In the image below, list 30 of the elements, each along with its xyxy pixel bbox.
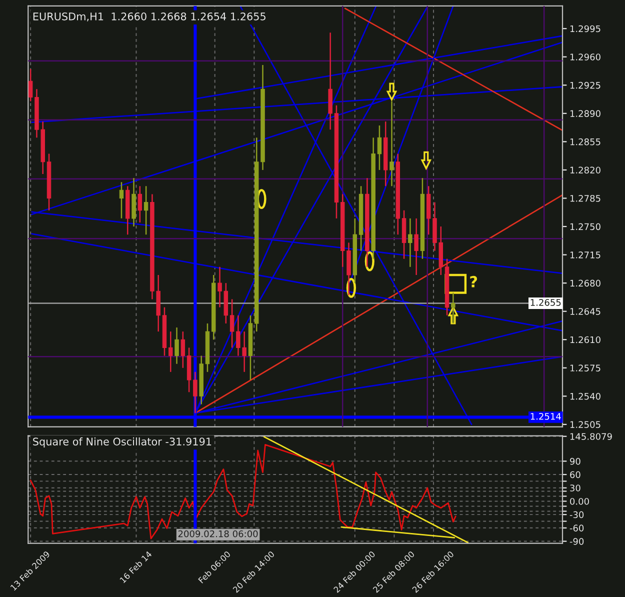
y-tick-label: 1.2575 — [570, 364, 600, 372]
y-tick-label: 1.2925 — [570, 82, 600, 89]
y-tick-label: -60 — [570, 524, 584, 532]
y-tick-label: 1.2645 — [570, 308, 600, 315]
y-tick-label: 90 — [570, 458, 580, 465]
y-tick-label: 1.2680 — [570, 280, 600, 287]
y-tick-label: 1.2505 — [570, 421, 600, 428]
y-tick-label: 1.2960 — [570, 54, 600, 60]
y-tick-label: 1.2995 — [570, 25, 600, 32]
chart-title: Square of Nine Oscillator -31.9191 — [33, 437, 212, 448]
y-tick-label: -30 — [570, 511, 584, 518]
y-tick-label: 1.2540 — [570, 392, 600, 400]
y-tick-label: 145.8079 — [570, 433, 612, 440]
y-tick-label: 60 — [570, 471, 580, 478]
y-tick-label: 1.2890 — [570, 110, 600, 117]
annotation: 2009.02.18 06:00 — [178, 530, 258, 538]
y-tick-label: 1.2785 — [570, 194, 600, 202]
x-tick-label: 16 Feb 14 — [119, 550, 152, 584]
y-tick-label: 1.2820 — [570, 166, 600, 174]
y-tick-label: -90 — [570, 538, 584, 545]
y-tick-label: 1.2855 — [570, 138, 600, 146]
text: EURUSDm,H1 1.2660 1.2668 1.2654 1.2655 — [33, 12, 266, 22]
y-tick-label: 1.2715 — [570, 252, 600, 258]
y-tick-label: 1.2750 — [570, 223, 600, 230]
annotation: ? — [470, 276, 478, 288]
y-tick-label: 30 — [570, 484, 580, 492]
ref-line-label: 1.2514 — [530, 412, 561, 420]
y-tick-label: 1.2610 — [570, 336, 600, 344]
y-tick-label: 0.00 — [570, 498, 589, 505]
ref-line-label: 1.2655 — [530, 299, 561, 306]
